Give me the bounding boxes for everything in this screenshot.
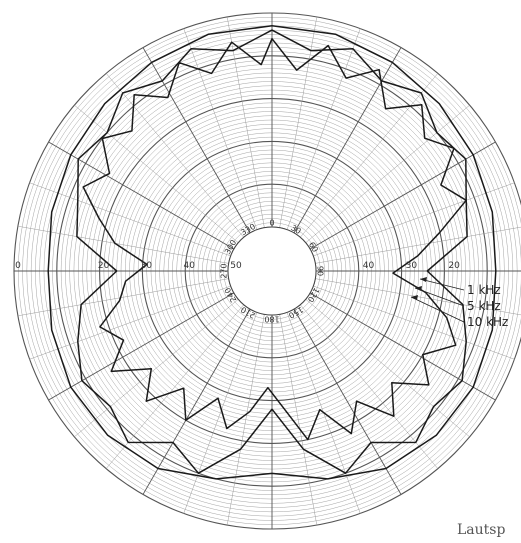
legend-label: 1 kHz (467, 283, 501, 297)
radial-tick-label: 50 (230, 261, 242, 271)
grid-spoke (293, 308, 402, 495)
grid-spoke (305, 104, 470, 243)
radial-tick-label: 40 (183, 261, 195, 271)
caption-text: Lautsp (457, 522, 506, 538)
grid-spoke (300, 73, 439, 238)
center-disc (227, 226, 317, 316)
grid-spoke (313, 285, 515, 360)
grid-spoke (309, 292, 496, 401)
grid-spoke (48, 141, 235, 250)
radial-tick-label: 30 (406, 261, 418, 271)
grid-spoke (315, 226, 521, 264)
angle-label: 270 (220, 263, 229, 278)
grid-spoke (105, 73, 244, 238)
radial-tick-label: 20 (448, 261, 460, 271)
legend-arrowhead (415, 286, 422, 291)
grid-spoke (74, 104, 239, 243)
grid-spoke (105, 304, 244, 469)
grid-spoke (48, 292, 235, 401)
grid-spoke (300, 304, 439, 469)
grid-spoke (17, 225, 229, 264)
series-line-1 (47, 25, 497, 480)
legend-arrowhead (420, 277, 427, 282)
radial-tick-label: 0 (15, 261, 21, 271)
angle-label: 60 (307, 240, 320, 253)
series-line-3 (82, 37, 467, 441)
grid-spoke (279, 314, 318, 526)
grid-spoke (309, 141, 496, 250)
grid-spoke (226, 314, 265, 526)
legend: 1 kHz 5 kHz 10 kHz (410, 277, 508, 329)
grid-spoke (29, 285, 231, 360)
radial-tick-labels: 5040302000203040 (15, 261, 460, 271)
angle-label: 180 (264, 314, 279, 323)
grid-spoke (29, 182, 231, 257)
legend-arrowhead (411, 295, 418, 300)
legend-pointer (419, 278, 465, 291)
angle-label: 90 (315, 266, 324, 276)
grid-spoke (279, 16, 318, 228)
grid-spoke (142, 47, 251, 234)
series-line-2 (76, 29, 468, 474)
grid-spoke (286, 28, 361, 230)
legend-label: 10 kHz (467, 315, 508, 329)
radial-tick-label: 40 (363, 261, 375, 271)
grid-spoke (305, 299, 470, 438)
grid-spoke (293, 47, 402, 234)
grid-spoke (226, 16, 265, 228)
series-layer (47, 25, 497, 480)
angle-label: 30 (289, 223, 302, 236)
angle-label: 0 (269, 219, 274, 228)
grid-spoke (142, 308, 251, 495)
radial-tick-label: 30 (141, 261, 153, 271)
radial-tick-label: 20 (98, 261, 110, 271)
legend-pointer (410, 296, 465, 323)
grid-spoke (17, 278, 229, 317)
legend-label: 5 kHz (467, 299, 501, 313)
grid-spoke (74, 299, 239, 438)
grid-spoke (313, 182, 515, 257)
legend-pointer (414, 287, 465, 307)
grid-spoke (183, 28, 258, 230)
grid-spoke (183, 312, 258, 514)
grid-spoke (315, 278, 521, 316)
